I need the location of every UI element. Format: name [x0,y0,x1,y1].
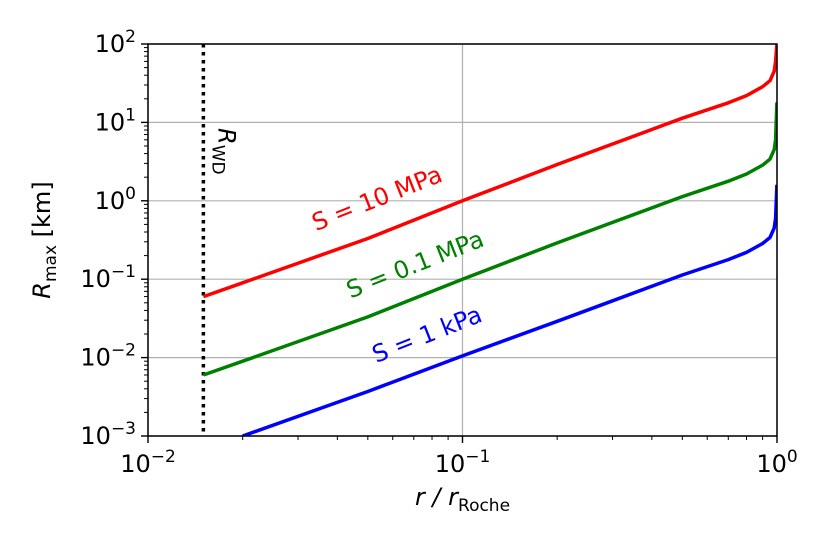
y-tick-base: 10 [95,108,126,136]
y-tick-label: 10−2 [80,341,136,372]
y-tick-label: 100 [95,184,136,215]
y-tick-exponent: 2 [125,27,136,47]
x-tick-exponent: −1 [465,447,490,467]
reference-vline-group: RWD [201,44,240,436]
y-axis-title-main: R [28,282,56,299]
x-axis-title-main: r / r [415,483,460,511]
y-tick-exponent: 1 [125,105,136,125]
series-label: S = 0.1 MPa [342,225,487,304]
y-tick-base: 10 [95,187,126,215]
y-tick-exponent: −3 [111,419,136,439]
x-tick-base: 10 [120,450,151,478]
y-tick-exponent: −2 [111,341,136,361]
x-tick-label: 10−1 [435,447,491,478]
series-group [202,43,777,436]
y-axis-title-unit: [km] [28,181,56,245]
series-label: S = 10 MPa [308,160,446,236]
reference-vline-label: RWD [207,128,240,175]
y-tick-label: 102 [95,27,136,58]
y-tick-exponent: 0 [125,184,136,204]
ticks [141,43,778,443]
y-tick-exponent: −1 [111,262,136,282]
y-tick-label: 10−3 [80,419,136,450]
y-axis-title-subscript: max [41,245,61,282]
reference-vline-label-main: R [212,128,240,145]
y-tick-base: 10 [80,265,111,293]
x-tick-label: 10−2 [120,447,176,478]
y-tick-base: 10 [80,422,111,450]
y-tick-base: 10 [80,344,111,372]
series-line [202,43,777,299]
series-line [242,184,777,436]
x-axis-title: r / rRoche [415,483,510,516]
y-axis-title: Rmax [km] [28,181,61,298]
y-tick-base: 10 [95,30,126,58]
series-line [202,102,777,377]
x-axis-title-subscript: Roche [458,496,510,516]
y-tick-label: 101 [95,105,136,136]
x-tick-exponent: 0 [787,447,798,467]
x-tick-exponent: −2 [151,447,176,467]
reference-vline-label-subscript: WD [207,145,227,175]
x-tick-base: 10 [756,450,787,478]
x-tick-base: 10 [435,450,466,478]
y-tick-label: 10−1 [80,262,136,293]
x-tick-label: 100 [756,447,797,478]
